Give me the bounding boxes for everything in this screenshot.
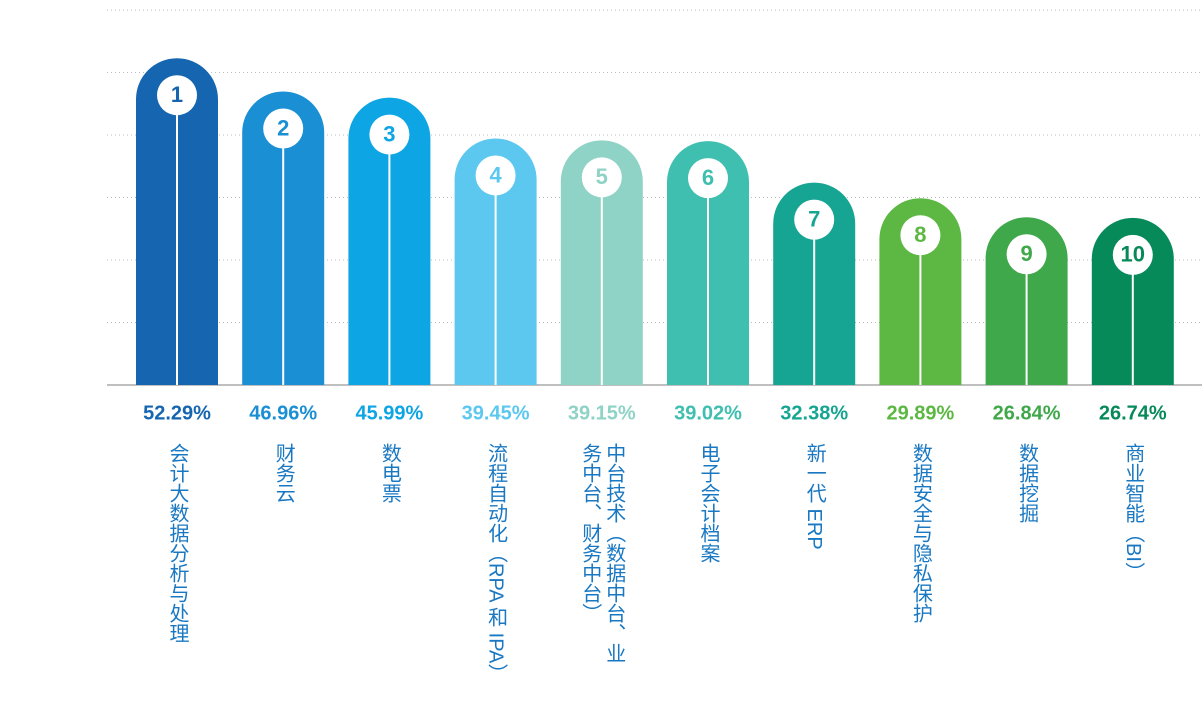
- rank-label: 3: [383, 121, 395, 146]
- x-tick-label: 中台技术（数据中台、业务中台、财务中台）: [578, 443, 625, 663]
- rank-label: 6: [702, 165, 714, 190]
- rank-badge: [900, 215, 941, 256]
- rank-badge: [157, 75, 197, 116]
- rank-label: 9: [1020, 241, 1032, 266]
- value-label: 39.02%: [674, 402, 742, 424]
- value-label: 45.99%: [355, 402, 423, 424]
- x-tick-label: 商业智能（BI）: [1121, 443, 1144, 582]
- value-label: 39.45%: [462, 402, 530, 424]
- rank-label: 2: [277, 115, 289, 140]
- rank-badge: [794, 199, 835, 240]
- x-tick-label: 电子会计档案: [697, 443, 719, 563]
- rank-badge: [688, 158, 728, 199]
- x-tick-label: 财务云: [272, 443, 295, 503]
- rank-badge: [1112, 234, 1153, 275]
- x-tick-label: 新一代 ERP: [803, 443, 826, 550]
- value-label: 46.96%: [249, 402, 317, 424]
- x-tick-label: 数电票: [378, 443, 401, 503]
- rank-badge: [475, 155, 516, 196]
- rank-badge: [263, 108, 304, 149]
- rank-label: 5: [596, 164, 608, 189]
- x-tick-label: 数据安全与隐私保护: [909, 443, 932, 623]
- value-label: 52.29%: [143, 402, 211, 424]
- rank-label: 10: [1121, 242, 1145, 267]
- rank-label: 8: [914, 222, 926, 247]
- x-tick-label: 会计大数据分析与处理: [166, 443, 188, 643]
- rank-label: 7: [808, 206, 820, 231]
- value-label: 29.89%: [886, 402, 954, 424]
- value-label: 32.38%: [780, 402, 848, 424]
- rank-label: 1: [171, 82, 183, 107]
- value-label: 26.84%: [993, 402, 1061, 424]
- rank-badge: [1006, 234, 1047, 275]
- value-label: 26.74%: [1099, 402, 1167, 424]
- x-tick-label: 流程自动化（RPA 和 IPA）: [484, 443, 507, 684]
- x-tick-label: 数据挖掘: [1015, 443, 1038, 523]
- value-label: 39.15%: [568, 402, 636, 424]
- rank-badge: [581, 157, 622, 198]
- rank-label: 4: [489, 162, 502, 187]
- rank-badge: [369, 114, 410, 155]
